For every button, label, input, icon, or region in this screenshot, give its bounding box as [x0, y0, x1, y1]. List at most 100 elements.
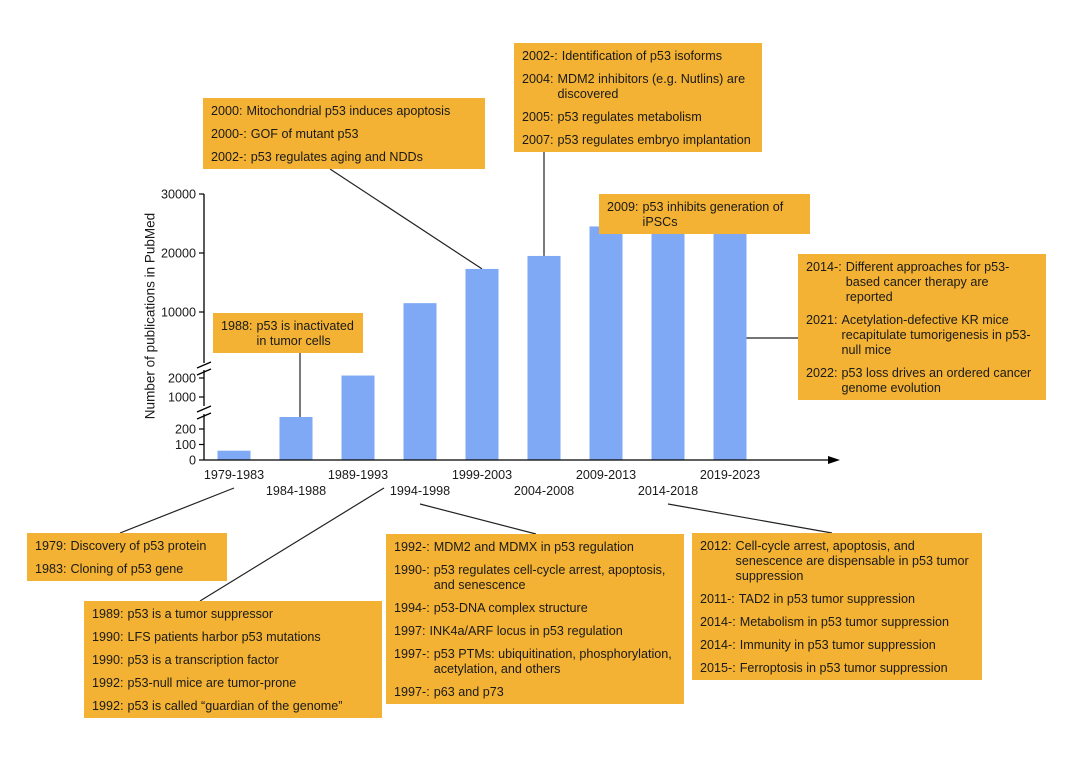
x-axis-arrowhead [828, 456, 840, 464]
x-tick-label: 1979-1983 [204, 468, 264, 482]
y-tick-label: 1000 [168, 391, 196, 405]
event-year: 2021: [806, 313, 838, 327]
event-year: 1990: [92, 653, 124, 667]
bars [217, 206, 747, 460]
event-year: 2011-: [700, 592, 735, 606]
event-item: 1990: p53 is a transcription factor [92, 653, 374, 668]
event-text: p53-null mice are tumor-prone [127, 676, 297, 690]
bar-1994-1998 [403, 303, 437, 460]
event-year: 2004: [522, 72, 554, 86]
event-text: Ferroptosis in p53 tumor suppression [739, 661, 948, 675]
event-text: MDM2 inhibitors (e.g. Nutlins) are disco… [557, 72, 746, 101]
axis-break-mark [196, 361, 212, 369]
event-text: Identification of p53 isoforms [561, 49, 723, 63]
event-year: 1997-: [394, 647, 430, 661]
annotation-box-2000: 2000: Mitochondrial p53 induces apoptosis… [203, 98, 485, 169]
x-ticks: 1979-19831984-19881989-19931994-19981999… [204, 468, 760, 498]
event-item: 1990: LFS patients harbor p53 mutations [92, 630, 374, 645]
x-tick-label: 2009-2013 [576, 468, 636, 482]
event-text: p63 and p73 [433, 685, 504, 699]
event-text: p53 is a transcription factor [127, 653, 279, 667]
axes [196, 194, 840, 464]
event-text: Metabolism in p53 tumor suppression [739, 615, 950, 629]
connector-line [199, 487, 385, 602]
x-tick-label: 1989-1993 [328, 468, 388, 482]
event-item: 2000-: GOF of mutant p53 [211, 127, 477, 142]
event-year: 1983: [35, 562, 67, 576]
event-year: 2014-: [806, 260, 842, 274]
event-text: p53-DNA complex structure [433, 601, 588, 615]
event-text: p53 is a tumor suppressor [127, 607, 274, 621]
event-text: Mitochondrial p53 induces apoptosis [246, 104, 451, 118]
event-item: 2021: Acetylation-defective KR mice recap… [806, 313, 1038, 358]
y-tick-label: 20000 [161, 247, 196, 261]
event-year: 2000-: [211, 127, 247, 141]
event-item: 1990-: p53 regulates cell-cycle arrest, a… [394, 563, 676, 593]
connector-line [419, 503, 537, 535]
annotation-box-1992: 1992-: MDM2 and MDMX in p53 regulation 199… [386, 534, 684, 704]
event-year: 1990: [92, 630, 124, 644]
event-item: 1983: Cloning of p53 gene [35, 562, 219, 577]
event-text: p53 regulates cell-cycle arrest, apoptos… [433, 563, 666, 592]
event-text: MDM2 and MDMX in p53 regulation [433, 540, 634, 554]
annotation-box-2002: 2002-: Identification of p53 isoforms 2004… [514, 43, 762, 152]
bar-1984-1988 [279, 417, 313, 460]
annotation-box-2009: 2009: p53 inhibits generation of iPSCs [599, 194, 810, 234]
event-text: p53 is called “guardian of the genome” [127, 699, 343, 713]
bar-1979-1983 [217, 450, 251, 460]
event-text: p53 PTMs: ubiquitination, phosphorylatio… [433, 647, 672, 676]
event-item: 2005: p53 regulates metabolism [522, 110, 754, 125]
connector-lines [119, 152, 833, 602]
connector-line [667, 503, 833, 534]
event-text: p53 regulates metabolism [557, 110, 702, 124]
connector-line [329, 168, 483, 270]
x-tick-label: 2014-2018 [638, 484, 698, 498]
event-item: 2011-: TAD2 in p53 tumor suppression [700, 592, 974, 607]
connector-line [119, 487, 235, 534]
event-text: LFS patients harbor p53 mutations [127, 630, 321, 644]
event-item: 1992: p53-null mice are tumor-prone [92, 676, 374, 691]
axis-break-mark [196, 368, 212, 376]
bar-2019-2023 [713, 206, 747, 460]
axis-break-mark [196, 405, 212, 413]
event-text: p53 regulates aging and NDDs [250, 150, 423, 164]
event-year: 2005: [522, 110, 554, 124]
event-item: 2000: Mitochondrial p53 induces apoptosis [211, 104, 477, 119]
y-tick-label: 30000 [161, 188, 196, 202]
bar-2004-2008 [527, 255, 561, 460]
event-year: 2002-: [211, 150, 247, 164]
y-tick-label: 10000 [161, 306, 196, 320]
event-item: 2009: p53 inhibits generation of iPSCs [607, 200, 802, 230]
y-tick-label: 2000 [168, 372, 196, 386]
event-year: 2022: [806, 366, 838, 380]
event-item: 2007: p53 regulates embryo implantation [522, 133, 754, 148]
y-tick-label: 200 [175, 423, 196, 437]
event-item: 2014-: Immunity in p53 tumor suppression [700, 638, 974, 653]
annotation-box-1979: 1979: Discovery of p53 protein 1983: Clonin… [27, 533, 227, 581]
event-text: p53 regulates embryo implantation [557, 133, 751, 147]
event-item: 2014-: Different approaches for p53-based… [806, 260, 1038, 305]
y-axis-label: Number of publications in PubMed [142, 212, 158, 420]
annotation-box-1989: 1989: p53 is a tumor suppressor 1990: LFS p… [84, 601, 382, 718]
event-year: 1992-: [394, 540, 430, 554]
event-text: Discovery of p53 protein [70, 539, 207, 553]
event-item: 2022: p53 loss drives an ordered cancer g… [806, 366, 1038, 396]
event-year: 1992: [92, 676, 124, 690]
bar-2014-2018 [651, 209, 685, 460]
event-item: 1997-: p63 and p73 [394, 685, 676, 700]
event-item: 1997-: p53 PTMs: ubiquitination, phosphor… [394, 647, 676, 677]
event-year: 2014-: [700, 615, 736, 629]
event-text: INK4a/ARF locus in p53 regulation [429, 624, 623, 638]
event-text: p53 is inactivated in tumor cells [256, 319, 354, 348]
x-tick-label: 2019-2023 [700, 468, 760, 482]
event-year: 1979: [35, 539, 67, 553]
x-tick-label: 1999-2003 [452, 468, 512, 482]
event-year: 2014-: [700, 638, 736, 652]
event-text: Acetylation-defective KR mice recapitula… [841, 313, 1031, 357]
event-year: 2012: [700, 539, 732, 553]
event-text: GOF of mutant p53 [250, 127, 359, 141]
bar-2009-2013 [589, 226, 623, 460]
bar-1999-2003 [465, 268, 499, 460]
